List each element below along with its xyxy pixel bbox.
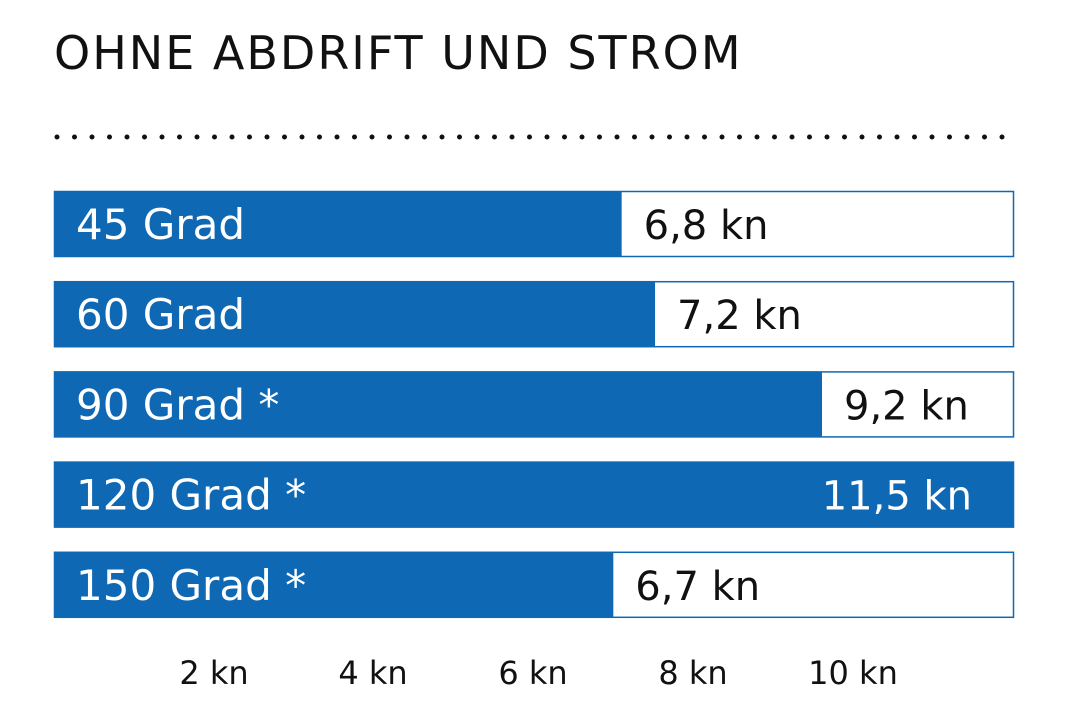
- chart-title: OHNE ABDRIFT UND STROM: [54, 26, 743, 80]
- x-tick-label: 2 kn: [179, 654, 248, 692]
- bar: [54, 281, 656, 348]
- dotted-divider: [54, 134, 1020, 140]
- value-label: 6,8 kn: [644, 203, 769, 249]
- value-label: 7,2 kn: [677, 293, 802, 339]
- x-tick-label: 10 kn: [808, 654, 898, 692]
- category-label: 45 Grad: [76, 200, 245, 249]
- category-label: 60 Grad: [76, 290, 245, 339]
- category-label: 150 Grad *: [76, 561, 306, 610]
- bar: [54, 371, 822, 438]
- x-tick-label: 8 kn: [658, 654, 727, 692]
- bar: [54, 551, 614, 618]
- bar: [54, 191, 622, 257]
- bar: [54, 461, 1014, 528]
- x-tick-label: 6 kn: [498, 654, 567, 692]
- value-label: 11,5 kn: [822, 474, 972, 520]
- category-label: 120 Grad *: [76, 471, 306, 520]
- value-label: 6,7 kn: [635, 564, 760, 610]
- x-tick-label: 4 kn: [338, 654, 407, 692]
- category-label: 90 Grad *: [76, 380, 279, 429]
- value-label: 9,2 kn: [844, 383, 969, 429]
